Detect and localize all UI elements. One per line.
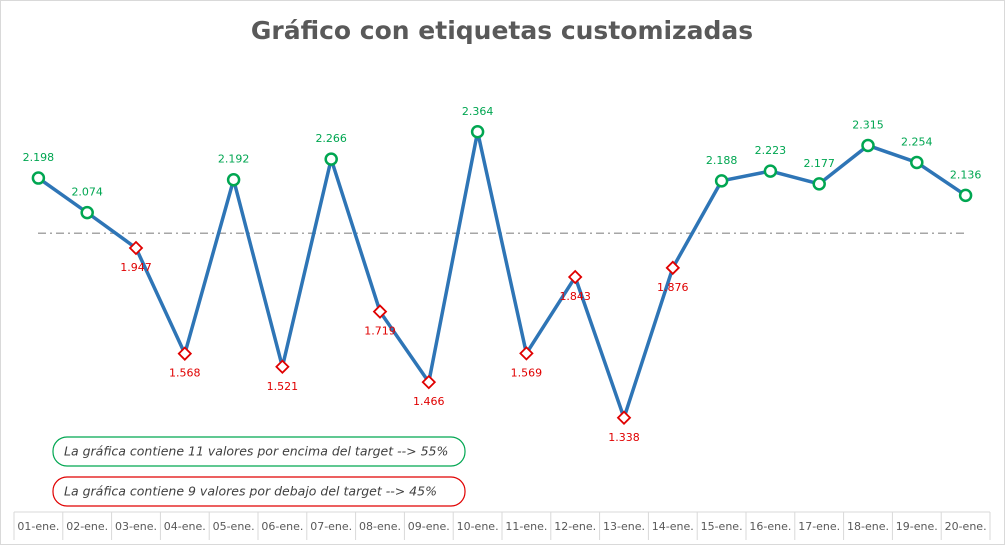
x-tick-label: 16-ene. xyxy=(749,520,791,533)
marker-below xyxy=(567,269,583,285)
x-tick-label: 14-ene. xyxy=(652,520,694,533)
x-tick-label: 12-ene. xyxy=(554,520,596,533)
marker-below xyxy=(421,374,437,390)
marker-below xyxy=(275,359,290,375)
x-tick-label: 11-ene. xyxy=(505,520,547,533)
value-label: 2.136 xyxy=(950,168,982,181)
x-tick-label: 02-ene. xyxy=(66,520,108,533)
data-line xyxy=(37,130,967,420)
x-tick-label: 10-ene. xyxy=(457,520,499,533)
value-label: 2.177 xyxy=(803,157,835,170)
marker-below xyxy=(177,346,193,361)
x-tick-label: 09-ene. xyxy=(408,520,450,533)
x-tick-label: 06-ene. xyxy=(261,520,303,533)
value-label: 2.364 xyxy=(462,105,494,118)
annotation-box xyxy=(52,476,466,507)
value-label: 2.192 xyxy=(218,153,250,166)
marker-above xyxy=(470,125,485,139)
x-tick-label: 15-ene. xyxy=(701,520,743,533)
value-label: 2.254 xyxy=(901,135,933,148)
x-tick-label: 18-ene. xyxy=(847,520,889,533)
x-tick-label: 13-ene. xyxy=(603,520,645,533)
marker-above xyxy=(958,188,973,203)
marker-below xyxy=(372,304,388,319)
value-label: 2.223 xyxy=(755,144,787,157)
marker-above xyxy=(31,171,46,185)
annotation: La gráfica contiene 11 valores por encim… xyxy=(64,444,448,459)
marker-below xyxy=(128,240,144,256)
value-label: 2.266 xyxy=(315,132,347,145)
x-tick-label: 19-ene. xyxy=(896,520,938,533)
x-tick-label: 05-ene. xyxy=(213,520,255,533)
chart-title: Gráfico con etiquetas customizadas xyxy=(251,16,753,45)
x-tick-label: 04-ene. xyxy=(164,520,206,533)
annotation-box xyxy=(52,436,466,467)
x-tick-label: 07-ene. xyxy=(310,520,352,533)
marker-above xyxy=(910,155,924,170)
marker-above xyxy=(812,177,826,191)
value-label: 2.198 xyxy=(23,151,55,164)
annotation: La gráfica contiene 9 valores por debajo… xyxy=(64,484,437,499)
value-label: 1.338 xyxy=(608,431,640,444)
value-label: 1.719 xyxy=(364,325,396,338)
value-label: 2.188 xyxy=(706,154,738,167)
x-tick-label: 01-ene. xyxy=(17,520,59,533)
value-label: 1.569 xyxy=(511,366,543,379)
x-tick-label: 03-ene. xyxy=(115,520,157,533)
value-label: 2.315 xyxy=(852,118,884,131)
marker-above xyxy=(763,164,778,178)
marker-above xyxy=(324,152,338,166)
marker-above xyxy=(714,174,729,188)
value-label: 1.843 xyxy=(559,290,591,303)
x-tick-label: 17-ene. xyxy=(798,520,840,533)
marker-above xyxy=(861,138,875,153)
value-label: 1.466 xyxy=(413,395,445,408)
marker-above xyxy=(80,205,94,220)
marker-below xyxy=(519,346,534,361)
value-label: 1.521 xyxy=(267,380,299,393)
x-tick-label: 08-ene. xyxy=(359,520,401,533)
value-label: 1.568 xyxy=(169,367,201,380)
x-tick-label: 20-ene. xyxy=(945,520,987,533)
marker-below xyxy=(665,260,681,276)
value-label: 1.947 xyxy=(120,261,152,274)
value-label: 2.074 xyxy=(71,186,103,199)
marker-below xyxy=(616,410,632,426)
marker-above xyxy=(226,172,241,187)
value-label: 1.876 xyxy=(657,281,689,294)
